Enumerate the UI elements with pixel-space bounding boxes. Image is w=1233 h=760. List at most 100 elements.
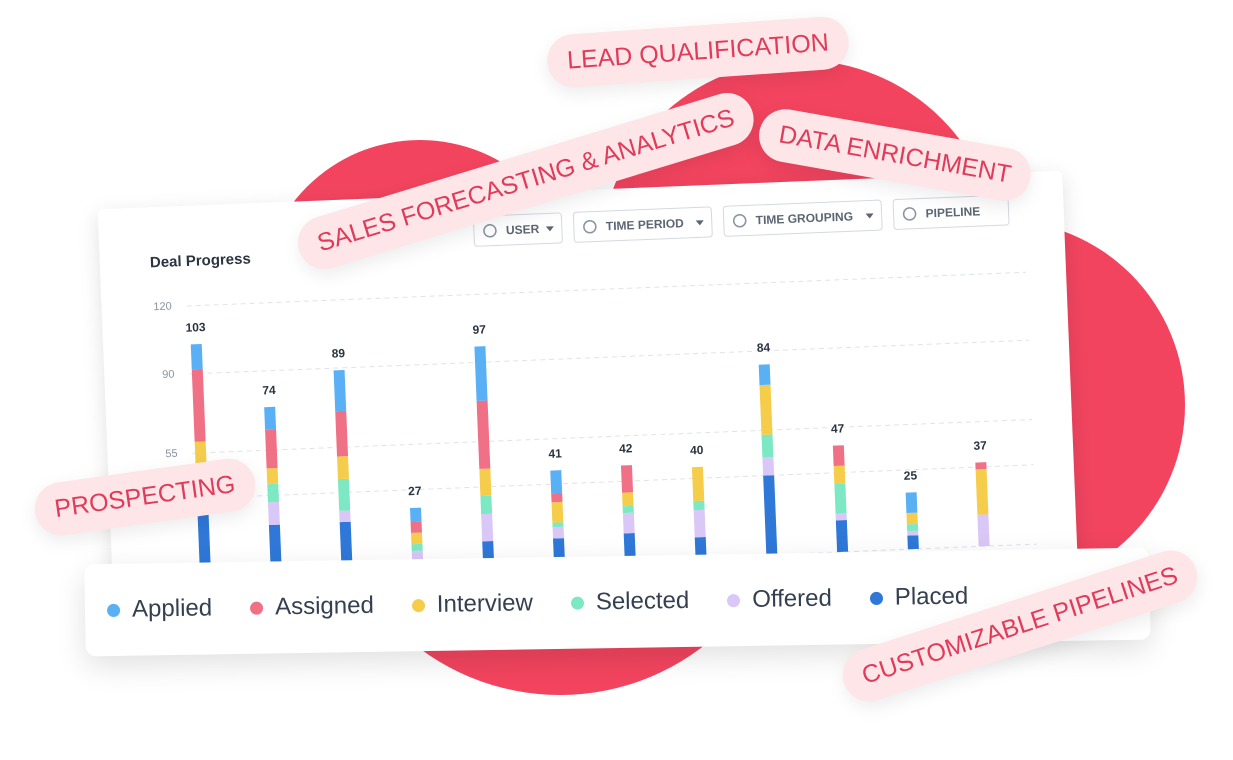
legend-swatch xyxy=(250,601,264,615)
filter-button[interactable] xyxy=(472,212,563,247)
bar-segment xyxy=(759,384,773,435)
bar-total: 47 xyxy=(831,421,845,436)
legend-label: Offered xyxy=(752,584,833,613)
bar-segment xyxy=(763,475,778,555)
bar-segment xyxy=(905,492,918,514)
legend-swatch xyxy=(869,591,883,605)
bar-segment xyxy=(335,410,349,457)
bar-segment xyxy=(975,462,987,470)
filter-label: TIME GROUPING xyxy=(755,209,853,227)
bar-segment xyxy=(480,495,493,515)
bar-segment xyxy=(623,533,636,561)
bar-segment xyxy=(267,501,280,526)
bar-segment xyxy=(551,492,563,503)
legend-item: Placed xyxy=(869,582,969,612)
filter-button[interactable] xyxy=(722,199,883,237)
bar-total: 97 xyxy=(472,322,486,337)
grid-line xyxy=(189,339,1029,375)
dropdown-arrow xyxy=(545,226,554,232)
bar-segment xyxy=(267,483,279,503)
bar-segment xyxy=(833,465,846,485)
bar-total: 103 xyxy=(185,320,206,335)
bar-segment xyxy=(906,512,918,525)
bar-segment xyxy=(907,530,919,536)
legend-label: Placed xyxy=(894,582,969,611)
bar-segment xyxy=(622,492,634,507)
legend-swatch xyxy=(570,596,584,610)
filter-label: PIPELINE xyxy=(925,204,980,220)
legend-swatch xyxy=(727,593,741,607)
bar-segment xyxy=(265,429,278,469)
bar-segment xyxy=(476,400,491,469)
filter-icon xyxy=(732,213,747,228)
bar-segment xyxy=(835,513,847,521)
legend-swatch xyxy=(106,603,121,617)
bar-segment xyxy=(762,457,775,476)
bar-segment xyxy=(906,523,919,532)
grid-line xyxy=(194,464,1034,500)
legend-item: Interview xyxy=(411,589,534,619)
bar-segment xyxy=(622,512,635,534)
bar-segment xyxy=(264,406,277,430)
grid-line xyxy=(186,271,1027,307)
legend-label: Interview xyxy=(436,589,534,618)
grid-line xyxy=(192,419,1032,454)
bar-segment xyxy=(479,468,492,497)
bar-segment xyxy=(333,369,347,412)
card: Deal Progress USER TIME PERIOD TIME GROUPI… xyxy=(97,171,1078,594)
bar-segment xyxy=(620,465,634,493)
legend-swatch xyxy=(411,598,425,612)
dropdown-arrow xyxy=(865,213,874,219)
bar-segment xyxy=(410,532,423,545)
bar-total: 41 xyxy=(548,446,562,461)
bar-segment xyxy=(550,470,563,494)
chart-title: Deal Progress xyxy=(150,250,251,271)
legend-item: Assigned xyxy=(250,592,374,622)
bar-segment xyxy=(693,509,706,538)
bar-segment xyxy=(409,507,422,522)
filter-button[interactable] xyxy=(892,194,1010,230)
bar-segment xyxy=(411,550,424,561)
y-tick-label: 55 xyxy=(165,448,178,460)
bar-segment xyxy=(337,478,351,511)
legend-label: Applied xyxy=(131,594,213,623)
bar-segment xyxy=(691,466,705,502)
bar-total: 74 xyxy=(262,383,276,398)
y-tick-label: 120 xyxy=(153,301,172,314)
bar-segment xyxy=(552,522,564,528)
filter-button[interactable] xyxy=(572,206,713,243)
bar-segment xyxy=(758,364,771,386)
bar-segment xyxy=(190,343,203,370)
filter-icon xyxy=(483,224,497,238)
bar-segment xyxy=(266,467,279,485)
bar-total: 89 xyxy=(331,346,345,361)
legend-item: Offered xyxy=(727,585,832,615)
bar-segment xyxy=(337,456,349,480)
bar-segment xyxy=(410,521,422,533)
legend-item: Applied xyxy=(106,594,213,624)
bar-segment xyxy=(693,500,705,511)
filter-icon xyxy=(583,220,597,234)
bar-segment xyxy=(339,510,351,523)
bar-total: 42 xyxy=(619,441,633,456)
bar-total: 25 xyxy=(903,468,917,483)
legend-item: Selected xyxy=(570,586,690,617)
bar-segment xyxy=(191,368,206,442)
bar-total: 27 xyxy=(408,484,422,499)
bar-total: 40 xyxy=(690,443,704,458)
y-tick-label: 90 xyxy=(162,368,175,380)
legend-label: Selected xyxy=(595,586,690,616)
bar-segment xyxy=(552,526,564,539)
bar-segment xyxy=(694,536,707,558)
bar-total: 37 xyxy=(973,438,987,453)
bar-segment xyxy=(835,519,849,553)
bar-segment xyxy=(761,434,774,458)
filter-label: TIME PERIOD xyxy=(606,216,685,233)
bar-segment xyxy=(551,501,564,523)
bar-segment xyxy=(834,483,847,514)
filter-label: USER xyxy=(506,222,540,237)
bar-segment xyxy=(832,445,845,467)
bar-segment xyxy=(622,505,634,514)
bar-segment xyxy=(474,346,488,401)
dropdown-arrow xyxy=(695,220,704,226)
